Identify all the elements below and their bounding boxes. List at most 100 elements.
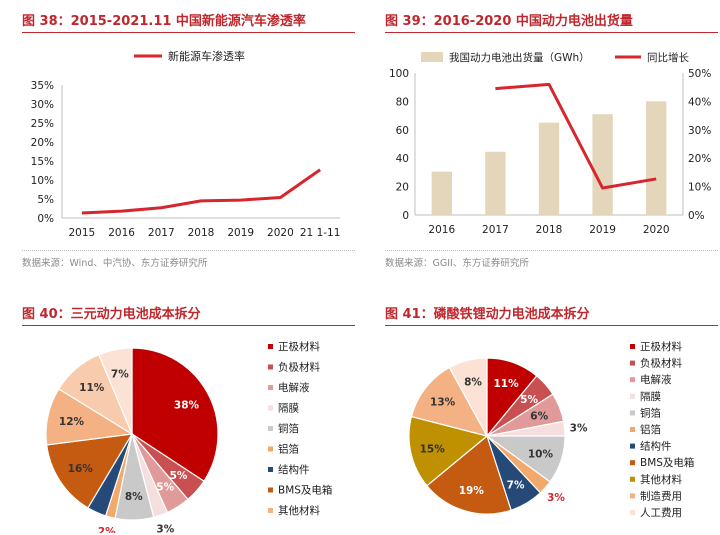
y-right-tick-label: 20% — [688, 153, 711, 165]
figure-41-title: 图 41：磷酸铁锂动力电池成本拆分 — [385, 307, 590, 322]
legend-swatch — [630, 427, 635, 432]
pie-data-label: 11% — [493, 378, 519, 390]
figure-39-panel: 图 39：2016-2020 中国动力电池出货量 我国动力电池出货量（GWh） 同… — [385, 10, 718, 272]
x-tick-label: 21 1-11 — [300, 227, 341, 239]
legend-swatch — [630, 493, 635, 499]
y-tick-label: 10% — [31, 175, 54, 187]
x-tick-label: 2016 — [428, 224, 455, 236]
legend-line-label: 同比增长 — [647, 51, 689, 64]
figure-38-title: 图 38：2015-2021.11 中国新能源汽车渗透率 — [22, 14, 306, 29]
x-tick-label: 2018 — [536, 224, 563, 236]
legend-label: 正极材料 — [278, 340, 320, 353]
pie-data-label: 5% — [156, 481, 174, 493]
legend-swatch — [268, 508, 273, 513]
pie-data-label: 16% — [68, 463, 94, 475]
legend-swatch — [268, 385, 273, 390]
legend-label: BMS及电箱 — [278, 484, 332, 497]
legend-bar-label: 我国动力电池出货量（GWh） — [449, 51, 590, 64]
y-tick-label: 30% — [31, 99, 54, 111]
legend-label: 结构件 — [640, 440, 672, 453]
legend-swatch — [630, 360, 635, 366]
y-tick-label: 15% — [31, 156, 54, 168]
legend-label: 正极材料 — [640, 340, 682, 353]
y-right-tick-label: 10% — [688, 182, 711, 194]
x-tick-label: 2015 — [68, 227, 95, 239]
legend-swatch — [630, 377, 635, 383]
y-left-tick-label: 80 — [396, 96, 409, 108]
legend-label: 隔膜 — [640, 391, 661, 403]
series-line-penetration — [81, 168, 322, 215]
legend-label: BMS及电箱 — [640, 456, 694, 469]
y-left-tick-label: 100 — [389, 68, 409, 80]
pie-data-label: 6% — [530, 410, 548, 422]
title-rule — [22, 325, 355, 326]
y-left-tick-label: 20 — [396, 182, 409, 194]
bar-2016 — [431, 171, 452, 215]
bar-2019 — [592, 114, 613, 215]
y-left-tick-label: 0 — [402, 210, 409, 222]
pie-data-label: 12% — [59, 416, 85, 428]
legend-swatch — [268, 446, 273, 452]
ncm-cost-pie-chart: 38% 5%5% 3% 8% 2% 16% 12% 11% 7% 正极材料负极材料电解液隔膜铜箔铝… — [45, 340, 332, 533]
pie-data-label: 3% — [570, 422, 588, 434]
figure-39-source: 数据来源：GGII、东方证券研究所 — [385, 258, 529, 269]
legend-swatch — [630, 476, 635, 482]
bar-2020 — [646, 101, 667, 215]
legend-swatch — [630, 443, 635, 449]
pie-data-label: 7% — [507, 479, 525, 491]
x-tick-label: 2019 — [227, 227, 254, 239]
legend-label: 铝箔 — [640, 423, 661, 436]
y-tick-label: 20% — [31, 137, 54, 149]
pie-data-label: 3% — [547, 492, 565, 504]
pie-data-label: 3% — [156, 523, 174, 533]
legend-label: 其他材料 — [278, 504, 320, 517]
x-tick-label: 2017 — [482, 224, 509, 236]
legend-label: 电解液 — [278, 381, 310, 394]
y-tick-label: 5% — [37, 194, 54, 206]
y-tick-label: 25% — [31, 118, 54, 130]
x-tick-label: 2020 — [267, 227, 294, 239]
legend-swatch — [630, 344, 635, 349]
legend-swatch — [268, 467, 273, 472]
pie-data-label: 13% — [430, 397, 456, 409]
figure-38-source: 数据来源：Wind、中汽协、东方证券研究所 — [22, 258, 208, 269]
legend-label: 制造费用 — [640, 489, 682, 502]
battery-shipment-chart: 我国动力电池出货量（GWh） 同比增长 0 20 40 60 80 100 0% 10% 20% 30… — [389, 51, 711, 236]
title-rule — [385, 325, 718, 326]
legend-swatch — [268, 364, 273, 370]
pie-slice-9 — [410, 366, 489, 437]
y-left-tick-label: 40 — [396, 153, 409, 165]
legend-label: 电解液 — [640, 373, 672, 386]
pie-slice-8 — [408, 415, 489, 487]
pie-slice-10 — [448, 357, 488, 437]
legend-swatch — [630, 393, 635, 399]
legend-swatch — [268, 487, 273, 493]
pie-slice-10 — [98, 347, 133, 435]
pie-slice-7 — [46, 433, 134, 509]
title-rule — [22, 32, 355, 33]
x-tick-label: 2018 — [188, 227, 215, 239]
legend-label: 铜箔 — [278, 422, 299, 435]
pie-data-label: 8% — [125, 491, 143, 503]
pie-data-label: 11% — [79, 382, 105, 394]
pie-data-label: 10% — [528, 448, 554, 460]
y-left-tick-label: 60 — [396, 125, 409, 137]
legend-label: 铝箔 — [278, 443, 299, 456]
legend-swatch — [630, 510, 635, 515]
legend-label: 负极材料 — [640, 357, 682, 370]
legend-label: 负极材料 — [278, 361, 320, 374]
y-right-tick-label: 30% — [688, 125, 711, 137]
pie-data-label: 2% — [98, 526, 116, 533]
legend-label: 隔膜 — [278, 403, 299, 415]
legend-label: 结构件 — [278, 463, 310, 476]
lfp-cost-pie-chart: 11%5% 6% 3% 10% 3% 7% 19% 15% 13% 8% 正极材料负极材料电解液隔膜… — [408, 340, 694, 519]
title-rule — [385, 32, 718, 33]
penetration-line-chart: 新能源车渗透率 0% 5% 10% 15% 20% 25% 30% 35% 2015 2016 201… — [31, 49, 341, 239]
y-tick-label: 0% — [37, 213, 54, 225]
y-right-tick-label: 0% — [688, 210, 705, 222]
pie-data-label: 19% — [459, 485, 485, 497]
legend-swatch — [268, 405, 273, 411]
bar-2018 — [538, 122, 560, 215]
legend-swatch — [630, 460, 635, 466]
y-right-tick-label: 40% — [688, 96, 711, 108]
